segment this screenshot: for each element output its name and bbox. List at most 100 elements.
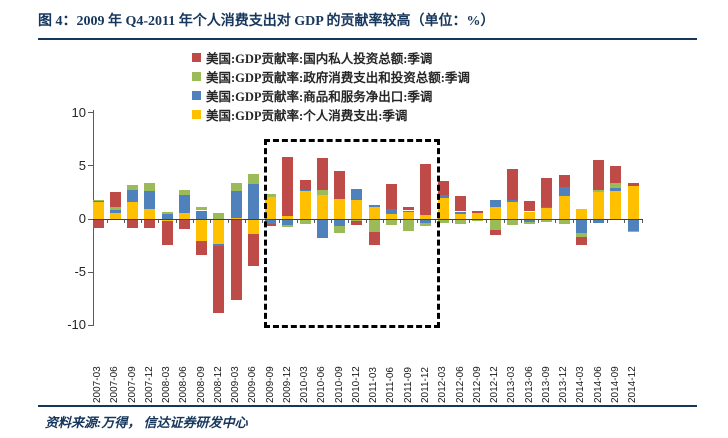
x-axis-tick [158, 219, 160, 223]
x-axis-tick [123, 219, 125, 223]
bar-segment [506, 202, 518, 219]
x-axis-tick [624, 219, 626, 223]
x-axis-tick [106, 219, 108, 223]
bar-segment [524, 200, 535, 212]
bar-segment [213, 246, 225, 314]
legend-label: 美国:GDP贡献率:国内私人投资总额:季调 [206, 52, 433, 66]
bar-segment [351, 200, 363, 219]
bar-segment [627, 186, 639, 219]
bar-segment [127, 190, 138, 202]
bar-segment [109, 191, 121, 207]
x-axis-tick [641, 219, 643, 223]
bar-segment [455, 195, 466, 212]
bar-segment [299, 179, 311, 191]
bar-segment [127, 184, 138, 191]
highlight-box [264, 139, 440, 328]
x-axis-label: 2014-09 [609, 366, 621, 403]
bar-segment [92, 219, 104, 228]
bar-segment [437, 195, 449, 199]
bar-segment [178, 212, 190, 219]
x-axis-label: 2010-09 [333, 366, 345, 403]
legend-label: 美国:GDP贡献率:商品和服务净出口:季调 [206, 90, 433, 104]
legend-item: 美国:GDP贡献率:国内私人投资总额:季调 [192, 50, 470, 66]
x-axis-tick [400, 219, 402, 223]
bar-segment [489, 229, 501, 235]
x-axis-label: 2011-03 [368, 367, 380, 403]
x-axis-label: 2014-03 [575, 366, 587, 403]
bar-segment [247, 183, 259, 219]
bar-segment [437, 198, 449, 219]
bar-segment [109, 210, 121, 213]
legend-item: 美国:GDP贡献率:商品和服务净出口:季调 [192, 88, 470, 104]
bar-segment [109, 206, 121, 210]
legend-item: 美国:GDP贡献率:个人消费支出:季调 [192, 107, 470, 123]
x-axis-label: 2009-09 [264, 366, 276, 403]
bar-segment [506, 219, 518, 225]
bar-segment [506, 200, 518, 202]
bar-segment [230, 217, 242, 219]
y-axis-tick [88, 271, 93, 273]
bar-segment [385, 219, 397, 225]
y-axis-tick-label: 5 [78, 157, 86, 173]
bar-segment [627, 219, 639, 231]
bar-segment [627, 230, 639, 233]
bar-segment [541, 207, 553, 219]
bar-segment [593, 160, 604, 191]
bar-segment [610, 188, 622, 191]
bar-segment [575, 219, 587, 233]
bar-segment [593, 192, 604, 219]
x-axis-tick [434, 219, 436, 223]
y-axis-tick-label: -5 [74, 264, 86, 280]
figure-title: 图 4：2009 年 Q4-2011 年个人消费支出对 GDP 的贡献率较高（单… [38, 14, 495, 29]
bar-segment [178, 190, 190, 196]
bar-segment [127, 202, 138, 219]
x-axis-tick [589, 219, 591, 223]
bar-segment [455, 211, 466, 214]
x-axis-label: 2013-06 [523, 366, 535, 403]
bar-segment [144, 208, 156, 219]
bar-segment [403, 211, 415, 219]
bar-segment [403, 210, 415, 212]
bar-segment [265, 219, 277, 225]
bar-segment [627, 182, 639, 187]
bar-segment [144, 219, 156, 228]
bar-segment [610, 166, 622, 184]
bar-segment [368, 219, 380, 232]
x-axis-label: 2011-06 [385, 367, 397, 403]
bar-segment [161, 211, 173, 215]
bar-segment [230, 219, 242, 300]
x-axis-label: 2007-09 [126, 366, 138, 403]
title-divider [38, 38, 697, 40]
x-axis-label: 2007-03 [92, 366, 103, 403]
x-axis-label: 2011-09 [402, 367, 414, 403]
bar-segment [541, 206, 553, 208]
x-axis-label: 2010-06 [316, 366, 328, 403]
bar-segment [213, 213, 225, 219]
legend-label: 美国:GDP贡献率:个人消费支出:季调 [206, 109, 408, 123]
bar-segment [524, 211, 535, 219]
bar-segment [558, 175, 570, 188]
x-axis-tick [417, 219, 419, 223]
footer-divider [38, 405, 697, 407]
bar-segment [368, 206, 380, 219]
bar-segment [282, 156, 294, 216]
bar-segment [316, 190, 328, 195]
bar-segment [541, 219, 553, 222]
bar-segment [178, 219, 190, 229]
x-axis-label: 2008-03 [161, 366, 172, 403]
bar-segment [575, 237, 587, 246]
x-axis-tick [279, 219, 281, 223]
bar-segment [161, 221, 173, 246]
x-axis-tick [486, 219, 488, 223]
bar-segment [247, 174, 259, 184]
bar-segment [282, 219, 294, 225]
bar-segment [420, 223, 432, 227]
x-axis-label: 2012-03 [437, 366, 449, 403]
x-axis-label: 2013-09 [540, 366, 552, 403]
bar-segment [161, 214, 173, 219]
y-axis-tick [88, 112, 93, 114]
x-axis-tick [313, 219, 315, 223]
bar-segment [144, 183, 156, 191]
x-axis-tick [227, 219, 229, 223]
